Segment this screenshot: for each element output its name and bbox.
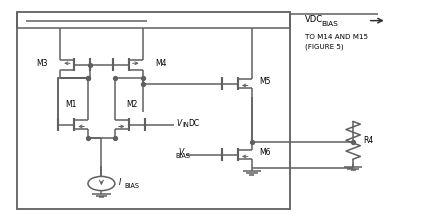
Text: (FIGURE 5): (FIGURE 5) bbox=[305, 44, 344, 50]
Text: M6: M6 bbox=[259, 148, 270, 157]
Text: DC: DC bbox=[189, 119, 200, 128]
Text: M5: M5 bbox=[259, 77, 270, 87]
Text: BIAS: BIAS bbox=[124, 182, 139, 188]
Bar bbox=[18, 12, 290, 209]
Text: V: V bbox=[179, 149, 184, 157]
Text: M2: M2 bbox=[127, 100, 138, 109]
Text: TO M14 AND M15: TO M14 AND M15 bbox=[305, 34, 368, 40]
Text: R4: R4 bbox=[364, 136, 374, 145]
Text: BIAS: BIAS bbox=[176, 153, 190, 159]
Text: VDC: VDC bbox=[305, 15, 323, 24]
Text: M3: M3 bbox=[36, 59, 48, 68]
Text: BIAS: BIAS bbox=[322, 21, 338, 27]
Text: IN: IN bbox=[183, 122, 189, 128]
Text: M1: M1 bbox=[65, 100, 76, 109]
Text: V: V bbox=[176, 118, 181, 128]
Text: I: I bbox=[119, 178, 121, 187]
Text: M4: M4 bbox=[155, 59, 167, 68]
